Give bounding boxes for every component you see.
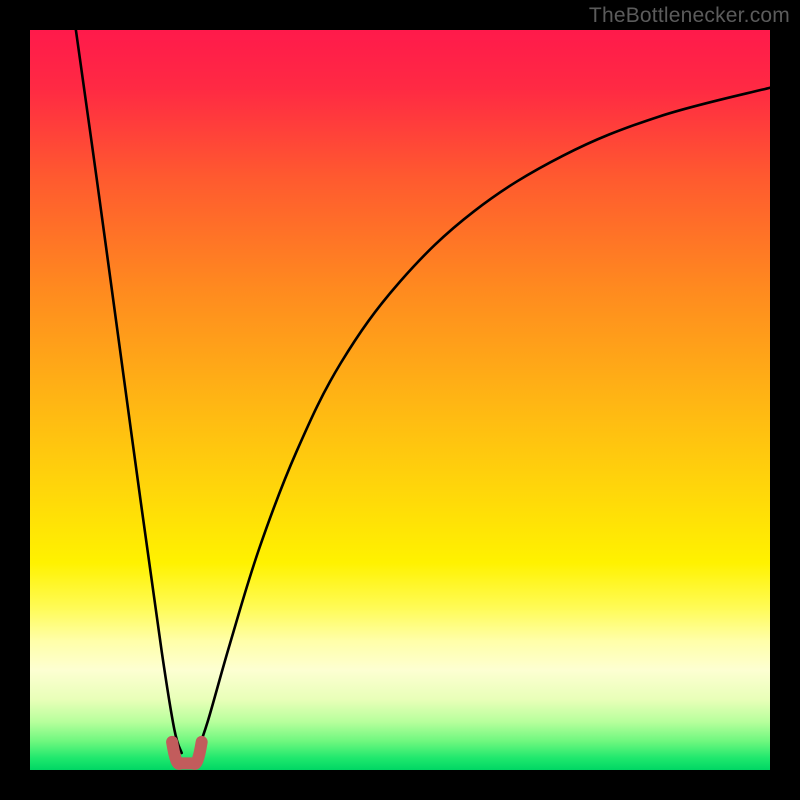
chart-background [30, 30, 770, 770]
bottleneck-chart [0, 0, 800, 800]
chart-stage: TheBottlenecker.com [0, 0, 800, 800]
watermark-text: TheBottlenecker.com [589, 4, 790, 28]
